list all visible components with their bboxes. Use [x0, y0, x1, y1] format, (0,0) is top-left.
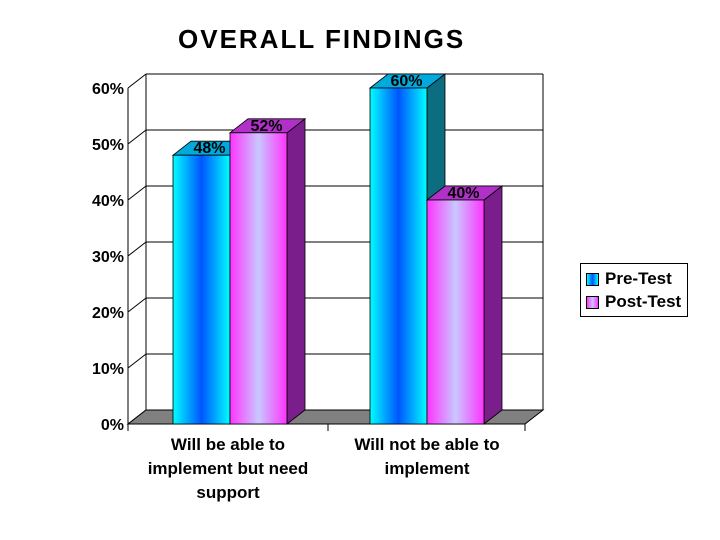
pre-test-bar-1 — [172, 154, 231, 425]
gridline-diagonal — [127, 73, 147, 89]
post-test-bar-1-data-label: 52% — [250, 118, 282, 135]
y-tick-label: 10% — [92, 361, 124, 378]
legend-label-pre-test: Pre-Test — [605, 269, 672, 288]
gridline-diagonal — [127, 241, 147, 257]
x-category-label: support — [196, 483, 260, 502]
gridline-diagonal — [127, 129, 147, 145]
legend-item-post-test: Post-Test — [586, 291, 681, 313]
y-tick-label: 60% — [92, 81, 124, 98]
post-test-bar-1 — [229, 132, 288, 425]
legend-swatch-pre-test — [586, 272, 599, 286]
post-test-bar-1-side — [286, 117, 306, 425]
pre-test-bar-2-data-label: 60% — [390, 73, 422, 90]
pre-test-bar-1-data-label: 48% — [193, 140, 225, 157]
x-category-label: implement but need — [148, 459, 309, 478]
post-test-bar-2-side — [483, 185, 503, 425]
y-tick-label: 30% — [92, 249, 124, 266]
y-tick-label: 50% — [92, 137, 124, 154]
y-tick-label: 20% — [92, 305, 124, 322]
x-category-label: Will not be able to — [354, 435, 499, 454]
chart-legend: Pre-Test Post-Test — [580, 263, 688, 317]
gridline-diagonal — [127, 185, 147, 201]
y-tick-label: 40% — [92, 193, 124, 210]
x-category-label: Will be able to — [171, 435, 285, 454]
post-test-bar-2-data-label: 40% — [447, 185, 479, 202]
y-tick-label: 0% — [101, 417, 124, 434]
gridline-diagonal — [127, 353, 147, 369]
pre-test-bar-2 — [369, 87, 428, 425]
legend-swatch-post-test — [586, 295, 599, 309]
post-test-bar-2 — [426, 199, 485, 425]
legend-label-post-test: Post-Test — [605, 292, 682, 311]
gridline-diagonal — [127, 297, 147, 313]
x-category-label: implement — [384, 459, 469, 478]
chart-title: OVERALL FINDINGS — [178, 24, 466, 54]
legend-item-pre-test: Pre-Test — [586, 268, 672, 290]
